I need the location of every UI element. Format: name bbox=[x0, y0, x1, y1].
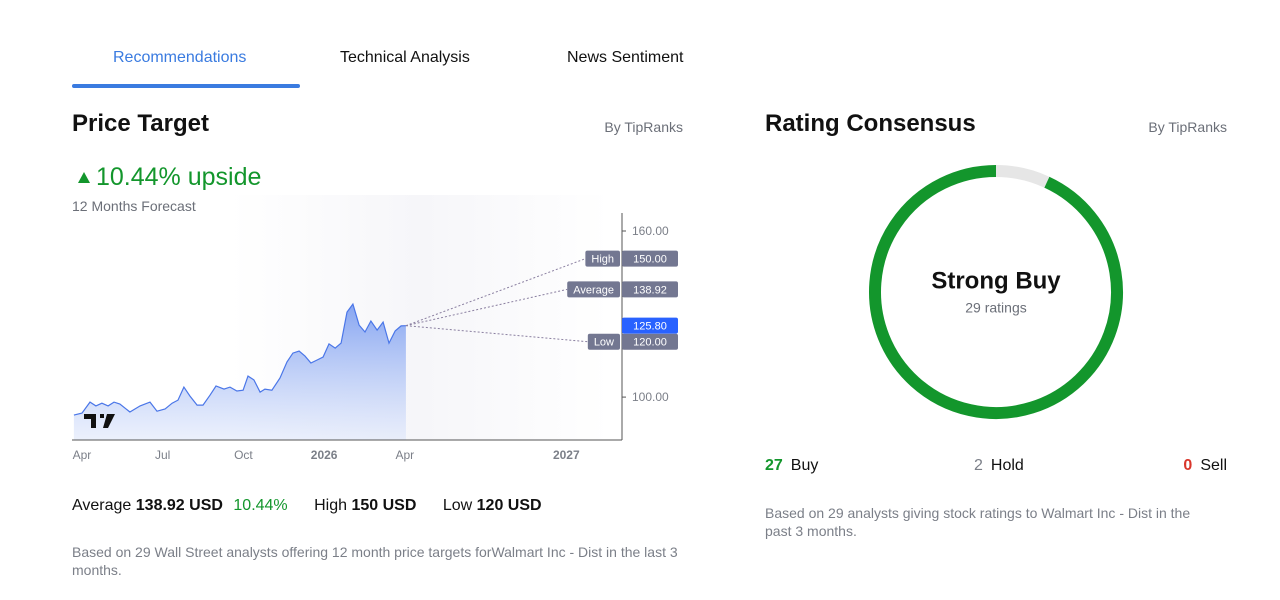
source: By TipRanks bbox=[1148, 119, 1227, 135]
x-tick-label: 2027 bbox=[553, 448, 580, 462]
up-arrow bbox=[78, 172, 90, 183]
x-tick-label: Apr bbox=[396, 448, 415, 462]
tab-underline bbox=[72, 84, 300, 88]
rating-count: 27 Buy bbox=[765, 457, 818, 475]
target-value: 120.00 bbox=[633, 337, 667, 349]
x-tick-label: Apr bbox=[73, 448, 92, 462]
price-line bbox=[73, 302, 406, 416]
total-ratings: 29 ratings bbox=[965, 300, 1026, 316]
target-name: High bbox=[591, 254, 614, 266]
x-tick-label: 2026 bbox=[311, 448, 338, 462]
summary-label: Low bbox=[442, 497, 473, 514]
x-tick-label: Oct bbox=[234, 448, 253, 462]
consensus: Strong Buy bbox=[931, 267, 1061, 294]
tab[interactable]: News Sentiment bbox=[567, 49, 684, 66]
target-value: 150.00 bbox=[633, 254, 667, 266]
target-line bbox=[405, 325, 588, 343]
target-name: Low bbox=[594, 337, 614, 349]
note: Based on 29 Wall Street analysts offerin… bbox=[72, 544, 678, 578]
summary-upside: 10.44% bbox=[233, 497, 288, 514]
rating-count: 2 Hold bbox=[974, 457, 1024, 475]
count-value: 0 bbox=[1183, 457, 1193, 474]
count-value: 27 bbox=[765, 457, 783, 474]
summary: Average 138.92 USD 10.44% High 150 USD L… bbox=[72, 497, 542, 515]
section-title: Rating Consensus bbox=[765, 110, 976, 137]
count-label: Hold bbox=[990, 457, 1024, 474]
summary-value: 150 USD bbox=[351, 497, 417, 514]
y-tick-label: 160.00 bbox=[632, 224, 669, 238]
count-label: Sell bbox=[1200, 457, 1227, 474]
forecast-period: 12 Months Forecast bbox=[72, 198, 196, 214]
target-value-box bbox=[622, 281, 678, 298]
rating-counts: 27 Buy 2 Hold 0 Sell bbox=[765, 457, 1227, 477]
price-area bbox=[73, 304, 406, 440]
target-name: Average bbox=[573, 284, 614, 296]
rating-count: 0 Sell bbox=[1183, 457, 1227, 475]
upside: 10.44% upside bbox=[96, 163, 262, 191]
rating-donut: Strong Buy 29 ratings bbox=[869, 165, 1123, 419]
summary-label: Average bbox=[72, 497, 132, 514]
target-name-box bbox=[587, 333, 620, 350]
count-label: Buy bbox=[790, 457, 819, 474]
target-name-box bbox=[567, 281, 620, 298]
target-value-box bbox=[622, 333, 678, 350]
note: Based on 29 analysts giving stock rating… bbox=[765, 505, 1191, 539]
donut-segment bbox=[869, 165, 1123, 419]
tab[interactable]: Recommendations bbox=[113, 49, 247, 66]
summary-value: 120 USD bbox=[476, 497, 542, 514]
current-price-box bbox=[622, 317, 678, 334]
target-line bbox=[405, 288, 568, 327]
price-chart: Apr Jul Oct 2026 Apr 2027 100.00 160.00 High 150.… bbox=[72, 195, 678, 462]
y-tick-label: 100.00 bbox=[632, 390, 669, 404]
watermark-logo bbox=[84, 414, 115, 428]
target-value-box bbox=[622, 250, 678, 267]
target-name-box bbox=[585, 250, 620, 267]
x-tick-label: Jul bbox=[155, 448, 170, 462]
source: By TipRanks bbox=[604, 119, 683, 135]
target-value: 138.92 bbox=[633, 284, 667, 296]
donut-segment bbox=[995, 165, 1050, 188]
summary-label: High bbox=[314, 497, 348, 514]
tab[interactable]: Technical Analysis bbox=[340, 49, 470, 66]
current-price: 125.80 bbox=[633, 321, 667, 333]
count-value: 2 bbox=[974, 457, 983, 474]
section-title: Price Target bbox=[72, 110, 209, 137]
summary-value: 138.92 USD bbox=[135, 497, 223, 514]
